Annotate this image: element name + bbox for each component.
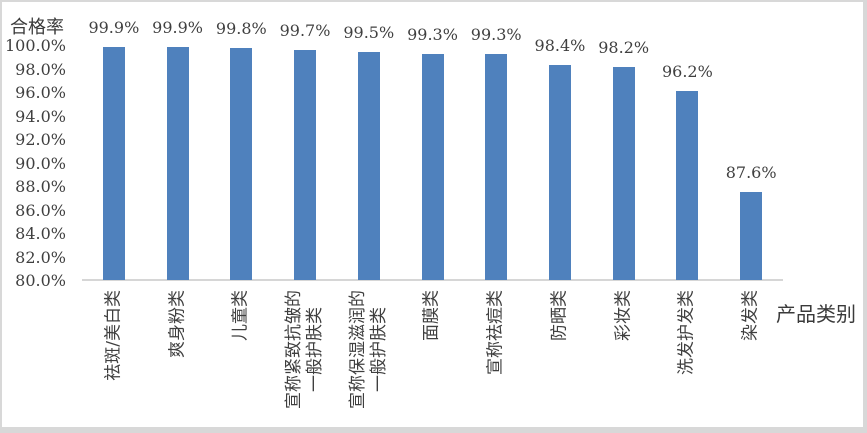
chart-canvas: 合格率 100.0% 98.0% 96.0% 94.0% 92.0% 90.0% 88.0%… <box>2 2 863 427</box>
y-axis-title: 合格率 <box>10 17 64 38</box>
bar-data-label: 99.9% <box>152 18 203 38</box>
bar <box>676 90 699 280</box>
bar-data-label: 99.5% <box>343 22 395 42</box>
y-tick-label: 82.0% <box>15 247 66 267</box>
bar-data-label: 96.2% <box>661 61 713 81</box>
x-category-cell: 宣称保湿滋润的 一般护肤类 <box>337 290 401 427</box>
bar <box>294 49 317 280</box>
x-category-cell: 宣称紧致抗皱的 一般护肤类 <box>273 290 337 427</box>
x-category-cell: 防晒类 <box>528 290 592 427</box>
x-category-label: 宣称祛痘类 <box>485 290 506 375</box>
x-category-cell: 面膜类 <box>401 290 465 427</box>
bar-data-label: 98.2% <box>598 38 650 58</box>
bar-data-label: 99.3% <box>407 25 458 45</box>
bar-data-label: 99.9% <box>88 18 140 38</box>
plot-area <box>82 46 783 281</box>
x-axis-title: 产品类别 <box>776 302 856 326</box>
x-category-cell: 宣称祛痘类 <box>464 290 528 427</box>
y-tick-label: 84.0% <box>15 224 66 243</box>
x-category-label: 洗发护发类 <box>676 290 697 375</box>
bar-data-label: 99.7% <box>279 20 331 40</box>
bar <box>612 67 635 280</box>
y-tick-label: 88.0% <box>15 177 66 196</box>
y-tick-label: 100.0% <box>4 36 66 55</box>
y-tick-label: 80.0% <box>15 271 66 290</box>
x-category-cell: 祛斑/美白类 <box>82 290 146 427</box>
x-axis-line <box>82 279 783 281</box>
x-category-cell: 儿童类 <box>209 290 273 427</box>
x-category-cell: 爽身粉类 <box>146 290 210 427</box>
x-category-label: 祛斑/美白类 <box>103 290 124 381</box>
x-category-label: 染发类 <box>740 290 761 341</box>
bar <box>166 47 189 280</box>
x-category-label: 防晒类 <box>549 290 570 341</box>
bar <box>421 54 444 280</box>
y-tick-label: 86.0% <box>15 200 66 220</box>
bar-data-label: 99.3% <box>470 25 522 45</box>
bar <box>485 54 508 280</box>
bar <box>230 48 253 280</box>
y-tick-label: 98.0% <box>15 59 66 79</box>
x-category-label: 爽身粉类 <box>167 290 188 358</box>
x-category-cell: 彩妆类 <box>592 290 656 427</box>
x-category-cell: 洗发护发类 <box>656 290 720 427</box>
x-category-label: 宣称紧致抗皱的 一般护肤类 <box>284 290 326 409</box>
bar <box>357 51 380 280</box>
bar-data-label: 99.8% <box>215 19 267 39</box>
x-category-label: 儿童类 <box>230 290 251 341</box>
bar <box>548 64 571 280</box>
x-category-label: 彩妆类 <box>613 290 634 341</box>
x-category-cell: 染发类 <box>719 290 783 427</box>
bar-data-label: 98.4% <box>534 35 586 55</box>
x-category-label: 面膜类 <box>421 290 442 341</box>
bar-data-label: 87.6% <box>725 162 777 182</box>
x-category-label: 宣称保湿滋润的 一般护肤类 <box>347 290 389 409</box>
y-tick-label: 90.0% <box>15 153 66 173</box>
bar <box>102 47 125 280</box>
y-tick-label: 92.0% <box>15 130 66 149</box>
y-tick-label: 94.0% <box>15 106 66 126</box>
bar <box>740 191 763 280</box>
y-tick-label: 96.0% <box>15 83 66 102</box>
